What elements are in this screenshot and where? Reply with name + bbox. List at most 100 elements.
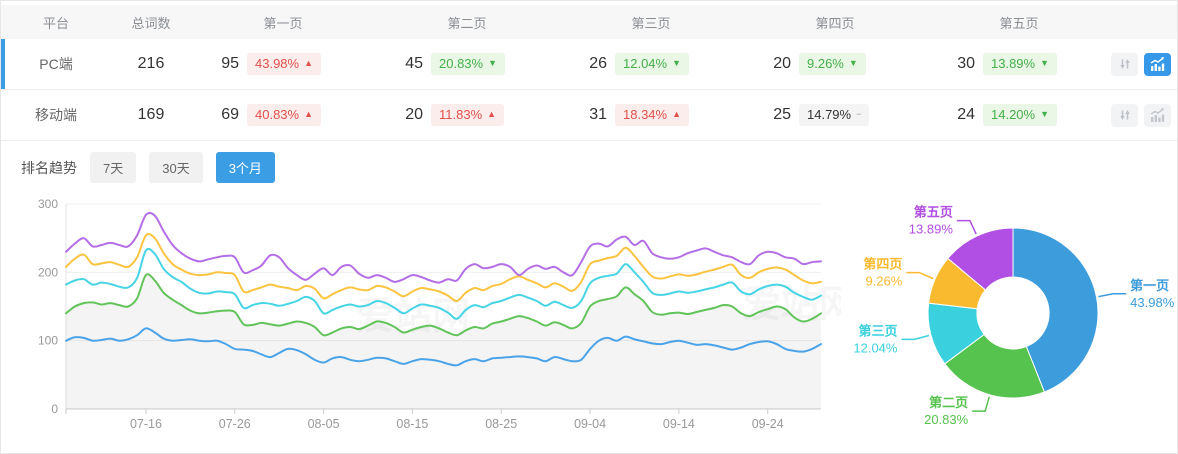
- page-percent-badge: 12.04% ▼: [615, 52, 690, 76]
- watermark: 爱站网: [356, 296, 470, 338]
- donut-label-name: 第三页: [858, 323, 897, 338]
- charts-area: 0 100 200 300 07-16 07-26 08-05 08-15 08-25 09-04…: [1, 187, 1177, 453]
- page-1-cell: 69 40.83% ▲: [191, 103, 375, 127]
- donut-label-line-第二页: [972, 396, 991, 412]
- donut-label-line-第一页: [1098, 293, 1127, 298]
- total-words: 216: [137, 55, 165, 72]
- sort-rank-button[interactable]: [1111, 103, 1138, 127]
- donut-slice-第一页[interactable]: [1012, 227, 1099, 393]
- donut-slice-第二页[interactable]: [944, 333, 1046, 399]
- percent-value: 12.04%: [623, 55, 668, 71]
- sort-rank-button[interactable]: [1111, 52, 1138, 76]
- donut-label-line-第三页: [901, 334, 930, 341]
- col-header-page-2: 第二页: [447, 15, 487, 31]
- donut-label-percent: 43.98%: [1130, 295, 1175, 310]
- percent-value: 18.34%: [623, 106, 668, 122]
- donut-label-percent: 13.89%: [909, 222, 954, 237]
- x-axis-label: 08-25: [485, 417, 517, 431]
- percent-value: 20.83%: [439, 55, 484, 71]
- percent-value: 40.83%: [255, 106, 300, 122]
- x-axis-label: 09-04: [574, 417, 606, 431]
- trend-down-icon: ▼: [672, 58, 682, 69]
- area-fill-第二页: [66, 274, 821, 409]
- table-row-PC端[interactable]: PC端 216 95 43.98% ▲ 45 20.83% ▼ 26 12.04% ▼ 20 9.26%…: [1, 39, 1177, 90]
- percent-value: 14.79%: [807, 106, 852, 122]
- trend-line-第三页: [65, 247, 822, 320]
- page-count: 45: [405, 54, 423, 72]
- trend-down-icon: ▼: [488, 58, 498, 69]
- trend-toolbar: 排名趋势 7天 30天 3个月: [1, 141, 1177, 187]
- watermark: 爱站网: [743, 284, 841, 326]
- page-count: 95: [221, 54, 239, 72]
- page-percent-badge: 14.20% ▼: [983, 103, 1058, 127]
- page-count: 25: [773, 105, 791, 123]
- trend-line-第五页: [65, 211, 822, 284]
- col-header-page-1: 第一页: [263, 15, 303, 31]
- page-distribution-donut-chart[interactable]: 第一页 43.98% 第二页 20.83% 第三页 12.04% 第四页 9.26% 第五页 13…: [841, 187, 1177, 453]
- trend-tab-30天[interactable]: 30天: [149, 152, 203, 183]
- row-actions: [1111, 103, 1177, 127]
- page-percent-badge: 43.98% ▲: [247, 52, 322, 76]
- page-percent-badge: 11.83% ▲: [431, 103, 505, 127]
- page-count: 20: [773, 54, 791, 72]
- x-axis-label: 09-14: [663, 417, 695, 431]
- page-4-cell: 25 14.79% −: [743, 103, 927, 127]
- x-axis-label: 08-05: [308, 417, 340, 431]
- donut-label-name: 第一页: [1130, 278, 1169, 293]
- page-percent-badge: 18.34% ▲: [615, 103, 690, 127]
- percent-value: 13.89%: [991, 55, 1036, 71]
- platform-name: PC端: [39, 56, 73, 72]
- page-percent-badge: 20.83% ▼: [431, 52, 506, 76]
- trend-flat-icon: −: [856, 109, 862, 120]
- page-2-cell: 20 11.83% ▲: [375, 103, 559, 127]
- x-axis-label: 09-24: [752, 417, 784, 431]
- trend-chart-button[interactable]: [1144, 52, 1171, 76]
- page-count: 30: [957, 54, 975, 72]
- percent-value: 14.20%: [991, 106, 1036, 122]
- page-percent-badge: 9.26% ▼: [799, 52, 866, 76]
- percent-value: 43.98%: [255, 55, 300, 71]
- col-header-page-4: 第四页: [815, 15, 855, 31]
- page-4-cell: 20 9.26% ▼: [743, 52, 927, 76]
- y-axis-label: 200: [38, 265, 58, 279]
- page-count: 20: [405, 105, 423, 123]
- page-percent-badge: 40.83% ▲: [247, 103, 322, 127]
- trend-range-tabs: 7天 30天 3个月: [90, 152, 275, 183]
- percent-value: 9.26%: [807, 55, 844, 71]
- col-header-total: 总词数: [131, 15, 171, 31]
- table-row-移动端[interactable]: 移动端 169 69 40.83% ▲ 20 11.83% ▲ 31 18.34% ▲ 25 14.79…: [1, 90, 1177, 141]
- donut-slice-第五页[interactable]: [947, 227, 1014, 291]
- trend-up-icon: ▲: [304, 109, 314, 120]
- trend-title: 排名趋势: [21, 159, 77, 176]
- donut-label-percent: 12.04%: [853, 340, 898, 355]
- page-count: 26: [589, 54, 607, 72]
- x-axis-label: 07-16: [130, 417, 162, 431]
- donut-label-percent: 20.83%: [924, 412, 969, 427]
- trend-down-icon: ▼: [1040, 109, 1050, 120]
- rank-trend-line-chart[interactable]: 0 100 200 300 07-16 07-26 08-05 08-15 08-25 09-04…: [1, 187, 857, 449]
- col-header-platform: 平台: [42, 15, 69, 31]
- page-2-cell: 45 20.83% ▼: [375, 52, 559, 76]
- trend-tab-3个月[interactable]: 3个月: [215, 152, 275, 183]
- trend-chart-button[interactable]: [1144, 103, 1171, 127]
- trend-up-icon: ▲: [487, 109, 497, 120]
- donut-label-line-第四页: [906, 271, 934, 280]
- page-3-cell: 26 12.04% ▼: [559, 52, 743, 76]
- page-percent-badge: 14.79% −: [799, 103, 870, 127]
- col-header-page-3: 第三页: [631, 15, 671, 31]
- trend-line-第一页: [65, 327, 822, 367]
- page-3-cell: 31 18.34% ▲: [559, 103, 743, 127]
- page-count: 24: [957, 105, 975, 123]
- trend-tab-7天[interactable]: 7天: [90, 152, 137, 183]
- total-words: 169: [137, 106, 165, 123]
- page-1-cell: 95 43.98% ▲: [191, 52, 375, 76]
- page-5-cell: 30 13.89% ▼: [927, 52, 1111, 76]
- x-axis-label: 08-15: [396, 417, 428, 431]
- donut-label-percent: 9.26%: [865, 274, 902, 289]
- trend-down-icon: ▼: [848, 58, 858, 69]
- donut-label-name: 第二页: [929, 395, 968, 410]
- platform-name: 移动端: [35, 107, 77, 123]
- trend-down-icon: ▼: [1040, 58, 1050, 69]
- donut-label-line-第五页: [956, 219, 977, 235]
